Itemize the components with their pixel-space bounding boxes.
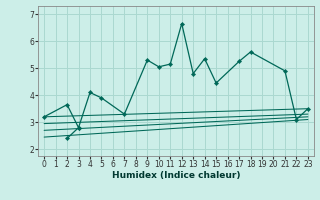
X-axis label: Humidex (Indice chaleur): Humidex (Indice chaleur): [112, 171, 240, 180]
